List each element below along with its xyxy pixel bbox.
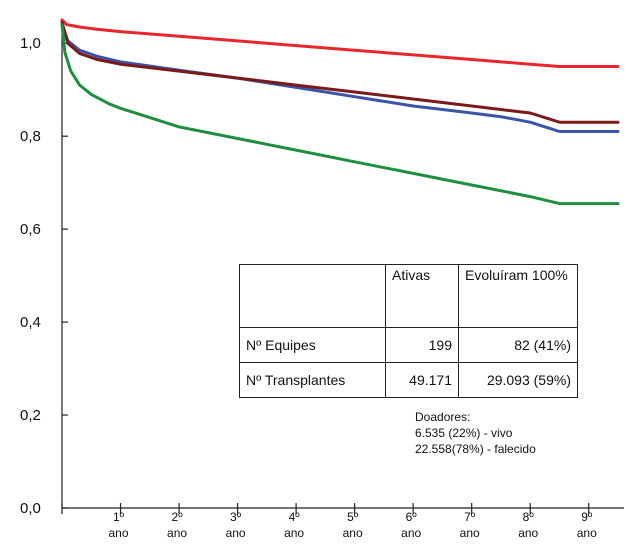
chart-series — [60, 18, 620, 206]
x-tick-label: 4º — [289, 510, 301, 524]
table-header-ativas: Ativas — [385, 264, 459, 328]
x-tick-unit: ano — [343, 526, 363, 540]
x-tick-unit: ano — [577, 526, 597, 540]
x-tick-unit: ano — [460, 526, 480, 540]
row-label: Nº Transplantes — [239, 362, 386, 398]
table-row: Nº Equipes 199 82 (41%) — [239, 327, 578, 363]
row-label: Nº Equipes — [239, 327, 386, 363]
row-ativas: 49.171 — [385, 362, 459, 398]
summary-table: Ativas Evoluíram 100% Nº Equipes 199 82 … — [239, 264, 578, 398]
series-line — [60, 23, 620, 206]
x-tick-label: 6º — [406, 510, 418, 524]
series-line — [60, 23, 620, 133]
table-row: Nº Transplantes 49.171 29.093 (59%) — [239, 362, 578, 398]
x-tick-label: 2º — [172, 510, 184, 524]
x-tick-unit: ano — [518, 526, 538, 540]
y-tick-label: 1,0 — [20, 35, 41, 52]
row-ativas: 199 — [385, 327, 459, 363]
x-tick-label: 5º — [347, 510, 359, 524]
donors-line-vivo: 6.535 (22%) - vivo — [415, 426, 513, 440]
row-evoluiram: 29.093 (59%) — [458, 362, 578, 398]
x-tick-unit: ano — [167, 526, 187, 540]
x-tick-label: 1º — [113, 510, 125, 524]
donors-line-falecido: 22.558(78%) - falecido — [415, 442, 536, 456]
x-tick-unit: ano — [401, 526, 421, 540]
y-tick-label: 0,2 — [20, 407, 41, 424]
table-header-evoluiram: Evoluíram 100% — [458, 264, 578, 328]
x-tick-unit: ano — [226, 526, 246, 540]
table-header-empty — [239, 264, 386, 328]
y-tick-label: 0,8 — [20, 128, 41, 145]
x-tick-unit: ano — [109, 526, 129, 540]
donors-title: Doadores: — [415, 410, 471, 424]
x-tick-label: 3º — [230, 510, 242, 524]
x-tick-label: 8º — [523, 510, 535, 524]
y-tick-label: 0,4 — [20, 314, 41, 331]
y-tick-label: 0,6 — [20, 221, 41, 238]
x-tick-label: 7º — [464, 510, 476, 524]
series-line — [60, 18, 620, 68]
y-tick-label: 0,0 — [20, 500, 41, 517]
table-header-row: Ativas Evoluíram 100% — [239, 264, 578, 328]
chart-ticks: 0,0 0,2 0,4 0,6 0,8 1,0 1º ano 2º ano 3º ano 4º ano 5º… — [20, 35, 597, 540]
x-tick-label: 9º — [581, 510, 593, 524]
row-evoluiram: 82 (41%) — [458, 327, 578, 363]
donors-note: Doadores: 6.535 (22%) - vivo 22.558(78%)… — [415, 409, 536, 457]
x-tick-unit: ano — [284, 526, 304, 540]
series-line — [60, 20, 620, 124]
